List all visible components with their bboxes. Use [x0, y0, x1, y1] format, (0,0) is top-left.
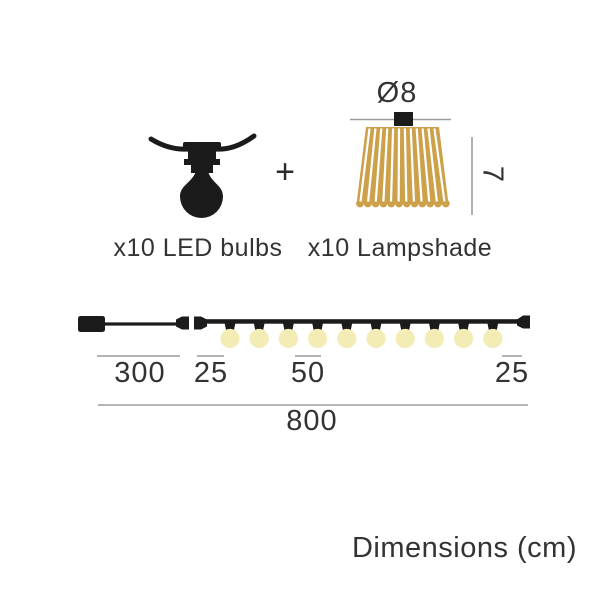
- lead-cord: [104, 322, 178, 326]
- string-ink-parts: [78, 315, 530, 332]
- plug-icon: [78, 316, 105, 332]
- diameter-label: Ø8: [376, 77, 418, 109]
- lampshade-socket: [394, 112, 413, 126]
- connector-male-icon: [176, 316, 189, 330]
- bulb-row: [220, 328, 503, 349]
- lampshade-label: x10 Lampshade: [307, 234, 493, 262]
- dim-end-label: 25: [494, 357, 530, 389]
- end-connector-icon: [517, 315, 530, 329]
- dim-lead-label: 300: [114, 357, 166, 389]
- bulb-glass: [180, 171, 223, 218]
- string-lights-diagram: [78, 315, 530, 349]
- bulb-socket-top: [188, 149, 216, 160]
- plus-sign: +: [275, 153, 295, 191]
- lampshade-scallops: [356, 199, 450, 208]
- bulb-socket-flange: [184, 159, 220, 165]
- height-label: 7: [476, 165, 509, 183]
- main-cord: [205, 319, 521, 324]
- bulb-socket-neck: [191, 165, 213, 173]
- lampshade-stripes: [359, 128, 446, 202]
- led-bulb-icon: [148, 133, 257, 218]
- connector-female-icon: [194, 316, 207, 330]
- dim-spacing-label: 50: [290, 357, 326, 389]
- bulb-clamp: [183, 142, 221, 150]
- dim-total-label: 800: [286, 405, 338, 437]
- lampshade-icon: [350, 112, 473, 215]
- dimensions-title: Dimensions (cm): [351, 532, 577, 564]
- bulb-sockets: [224, 322, 499, 330]
- dim-start-label: 25: [193, 357, 229, 389]
- led-bulbs-label: x10 LED bulbs: [113, 234, 283, 262]
- dimension-lines: [97, 355, 528, 406]
